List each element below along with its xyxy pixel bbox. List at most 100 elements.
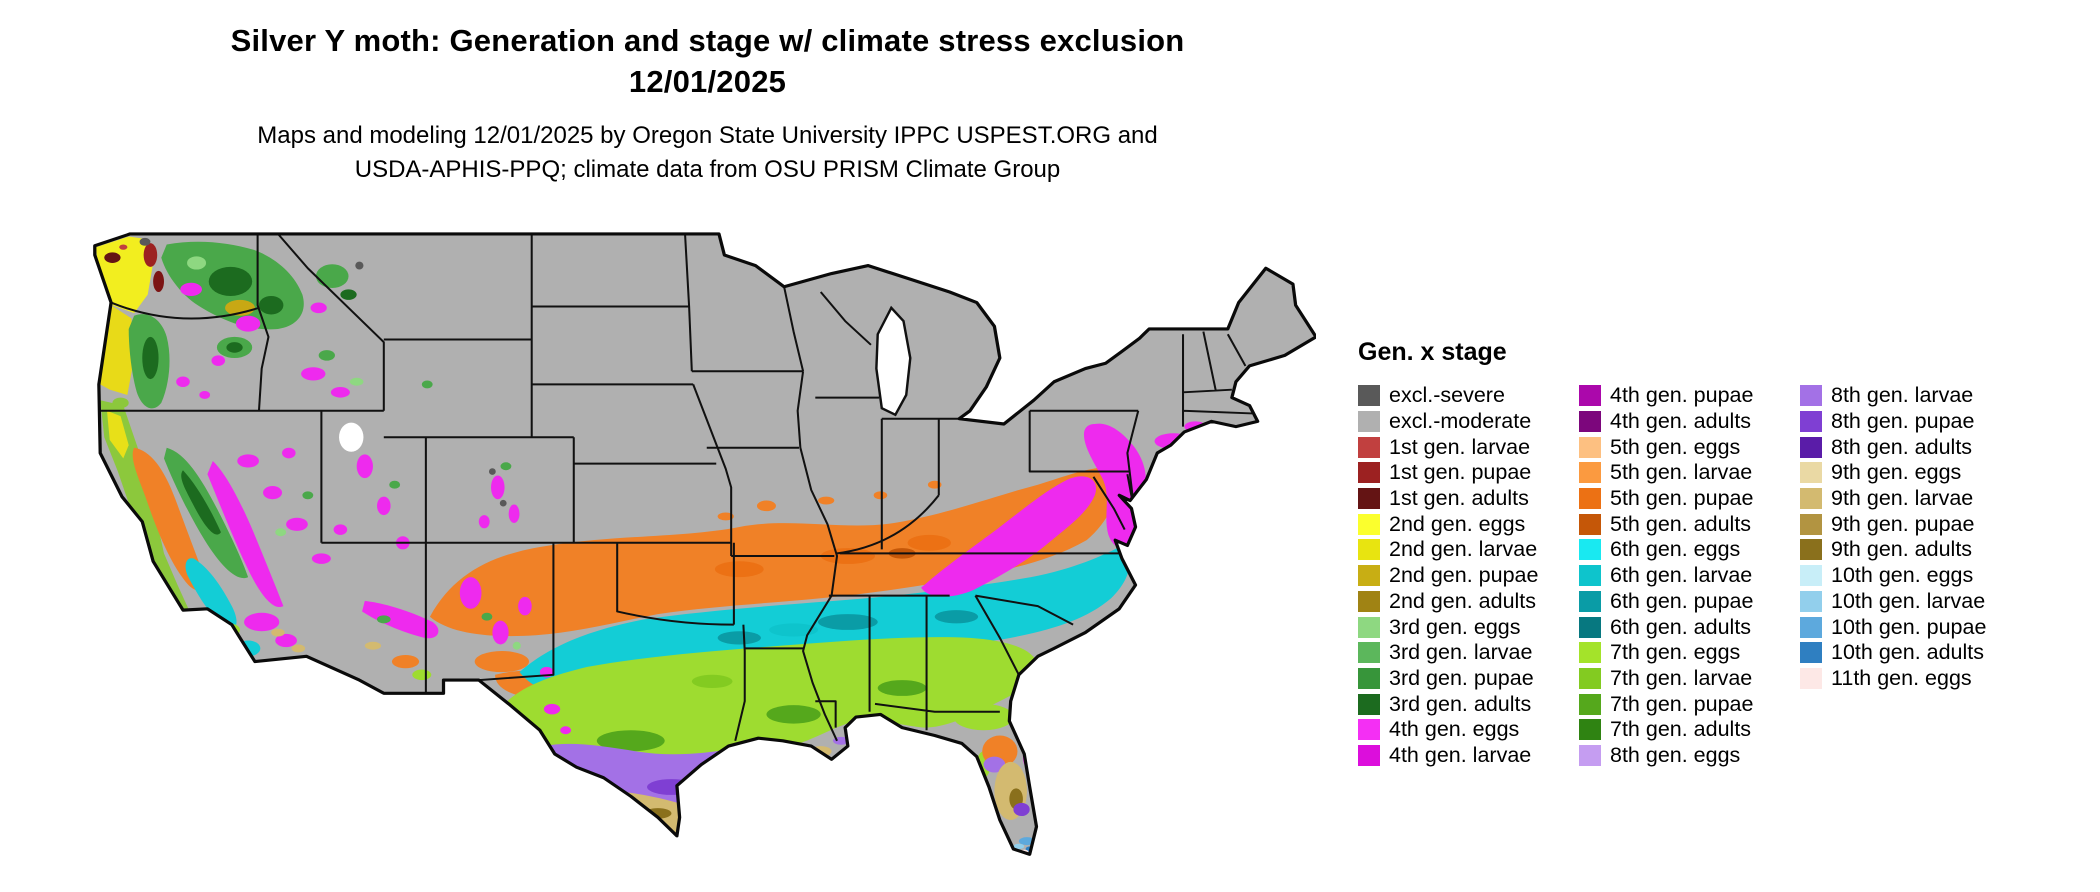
legend-label: 8th gen. larvae xyxy=(1831,383,1974,408)
legend-swatch xyxy=(1800,616,1822,638)
legend-label: 5th gen. eggs xyxy=(1610,434,1741,459)
legend-item: 5th gen. larvae xyxy=(1579,460,1800,486)
legend-item: 2nd gen. eggs xyxy=(1358,511,1579,537)
legend-label: 2nd gen. adults xyxy=(1389,588,1537,613)
legend-swatch xyxy=(1579,436,1601,458)
legend-item: 1st gen. pupae xyxy=(1358,460,1579,486)
legend-label: 3rd gen. larvae xyxy=(1389,640,1533,665)
legend-swatch xyxy=(1800,642,1822,664)
legend-label: 4th gen. larvae xyxy=(1389,742,1532,767)
legend-swatch xyxy=(1579,719,1601,741)
us-map xyxy=(88,226,1316,886)
legend: Gen. x stage excl.-severe excl.-moderate 1… xyxy=(1358,338,2021,768)
legend-item: 7th gen. pupae xyxy=(1579,691,1800,717)
legend-swatch xyxy=(1358,616,1380,638)
legend-label: 3rd gen. adults xyxy=(1389,691,1532,716)
legend-swatch xyxy=(1579,539,1601,561)
legend-swatch xyxy=(1579,590,1601,612)
legend-item: 2nd gen. pupae xyxy=(1358,563,1579,589)
legend-column-2: 4th gen. pupae 4th gen. adults 5th gen. eg… xyxy=(1579,383,1800,768)
legend-label: 1st gen. adults xyxy=(1389,486,1529,511)
legend-label: 11th gen. eggs xyxy=(1831,665,1972,690)
state-borders xyxy=(98,233,1253,742)
legend-label: 6th gen. eggs xyxy=(1610,537,1741,562)
legend-label: 4th gen. eggs xyxy=(1389,717,1520,742)
legend-swatch xyxy=(1579,616,1601,638)
map-title: Silver Y moth: Generation and stage w/ c… xyxy=(230,23,1185,58)
legend-item: 8th gen. larvae xyxy=(1800,383,2021,409)
legend-swatch xyxy=(1358,436,1380,458)
legend-swatch xyxy=(1800,462,1822,484)
legend-label: excl.-moderate xyxy=(1389,409,1532,434)
legend-swatch xyxy=(1800,385,1822,407)
legend-title: Gen. x stage xyxy=(1358,338,1507,366)
legend-swatch xyxy=(1579,513,1601,535)
legend-swatch xyxy=(1358,642,1380,664)
map-subtitle: Maps and modeling 12/01/2025 by Oregon S… xyxy=(95,119,1320,187)
legend-label: 7th gen. larvae xyxy=(1610,665,1753,690)
legend-label: 9th gen. adults xyxy=(1831,537,1973,562)
legend-item: 4th gen. larvae xyxy=(1358,743,1579,769)
legend-item: excl.-severe xyxy=(1358,383,1579,409)
legend-item: 10th gen. pupae xyxy=(1800,614,2021,640)
subtitle-line-2: USDA-APHIS-PPQ; climate data from OSU PR… xyxy=(354,156,1061,183)
legend-item: 8th gen. eggs xyxy=(1579,743,1800,769)
legend-item: 8th gen. pupae xyxy=(1800,409,2021,435)
legend-label: 1st gen. larvae xyxy=(1389,434,1531,459)
legend-label: 3rd gen. pupae xyxy=(1389,665,1534,690)
legend-label: 2nd gen. eggs xyxy=(1389,511,1526,536)
legend-swatch xyxy=(1358,385,1380,407)
legend-label: 8th gen. pupae xyxy=(1831,409,1975,434)
map-date: 12/01/2025 xyxy=(628,64,787,99)
legend-swatch xyxy=(1358,411,1380,433)
legend-label: 5th gen. larvae xyxy=(1610,460,1753,485)
region-pacific-northwest xyxy=(96,236,304,409)
legend-label: 5th gen. pupae xyxy=(1610,486,1754,511)
legend-item: 3rd gen. adults xyxy=(1358,691,1579,717)
legend-swatch xyxy=(1800,436,1822,458)
great-salt-lake xyxy=(339,422,364,452)
legend-label: 7th gen. pupae xyxy=(1610,691,1754,716)
legend-swatch xyxy=(1358,693,1380,715)
legend-label: 4th gen. pupae xyxy=(1610,383,1754,408)
legend-swatch xyxy=(1358,565,1380,587)
legend-label: 10th gen. pupae xyxy=(1831,614,1987,639)
legend-item: 9th gen. pupae xyxy=(1800,511,2021,537)
legend-label: 2nd gen. pupae xyxy=(1389,563,1539,588)
legend-swatch xyxy=(1800,667,1822,689)
legend-item: 7th gen. adults xyxy=(1579,717,1800,743)
legend-item: 5th gen. pupae xyxy=(1579,486,1800,512)
legend-label: 10th gen. larvae xyxy=(1831,588,1986,613)
legend-item: 6th gen. eggs xyxy=(1579,537,1800,563)
legend-swatch xyxy=(1800,539,1822,561)
legend-item: 10th gen. adults xyxy=(1800,640,2021,666)
legend-swatch xyxy=(1800,411,1822,433)
legend-item: 3rd gen. eggs xyxy=(1358,614,1579,640)
legend-item: 2nd gen. adults xyxy=(1358,589,1579,615)
legend-swatch xyxy=(1358,462,1380,484)
legend-label: excl.-severe xyxy=(1389,383,1505,408)
legend-label: 9th gen. eggs xyxy=(1831,460,1962,485)
legend-label: 2nd gen. larvae xyxy=(1389,537,1538,562)
us-generation-map-svg xyxy=(93,232,1316,856)
legend-item: 10th gen. eggs xyxy=(1800,563,2021,589)
legend-label: 9th gen. larvae xyxy=(1831,486,1974,511)
legend-swatch xyxy=(1579,693,1601,715)
legend-label: 8th gen. eggs xyxy=(1610,742,1741,767)
legend-label: 10th gen. eggs xyxy=(1831,563,1974,588)
legend-item: 9th gen. adults xyxy=(1800,537,2021,563)
legend-item: 9th gen. eggs xyxy=(1800,460,2021,486)
legend-item: 1st gen. adults xyxy=(1358,486,1579,512)
legend-item: 3rd gen. larvae xyxy=(1358,640,1579,666)
region-california xyxy=(100,400,306,657)
legend-item: 11th gen. eggs xyxy=(1800,666,2021,692)
legend-swatch xyxy=(1358,744,1380,766)
legend-item: 2nd gen. larvae xyxy=(1358,537,1579,563)
legend-label: 7th gen. eggs xyxy=(1610,640,1741,665)
legend-label: 1st gen. pupae xyxy=(1389,460,1532,485)
legend-item: 6th gen. pupae xyxy=(1579,589,1800,615)
legend-label: 5th gen. adults xyxy=(1610,511,1752,536)
legend-swatch xyxy=(1579,667,1601,689)
legend-label: 6th gen. adults xyxy=(1610,614,1752,639)
legend-item: 10th gen. larvae xyxy=(1800,589,2021,615)
